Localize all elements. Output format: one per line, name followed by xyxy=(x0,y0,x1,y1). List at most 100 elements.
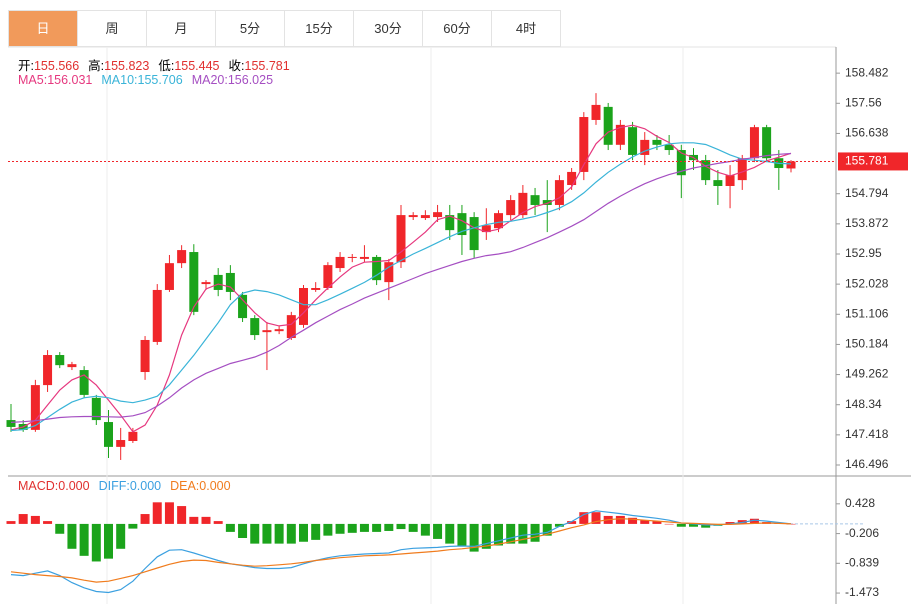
candle-body xyxy=(506,200,516,216)
ohlc-value: 155.566 xyxy=(33,59,80,73)
candle-body xyxy=(603,106,613,145)
macd-bar xyxy=(420,523,430,536)
candle-body xyxy=(481,225,491,233)
macd-bar xyxy=(494,523,503,546)
y-tick-label: -1.473 xyxy=(845,585,879,599)
legend-value: 156.025 xyxy=(227,73,274,87)
tab[interactable]: 5分 xyxy=(216,11,285,46)
macd-bar xyxy=(225,523,235,532)
tab[interactable]: 60分 xyxy=(423,11,492,46)
macd-line xyxy=(10,510,792,594)
macd-bar xyxy=(55,523,65,534)
macd-bar xyxy=(30,515,40,524)
candle-body xyxy=(91,397,101,421)
macd-bar xyxy=(640,520,650,524)
macd-bar xyxy=(664,523,674,525)
candle-body xyxy=(177,250,187,264)
ohlc-label: 收: xyxy=(228,59,245,73)
candle-body xyxy=(591,104,601,120)
macd-bar xyxy=(335,523,345,534)
macd-bar xyxy=(286,523,296,544)
tab[interactable]: 月 xyxy=(147,11,216,46)
candle-body xyxy=(67,364,77,368)
candle-body xyxy=(372,256,382,281)
candle-body xyxy=(189,252,199,312)
ma-line xyxy=(10,124,792,433)
legend-label: DEA: xyxy=(170,479,200,493)
macd-bar xyxy=(91,523,101,562)
macd-bar xyxy=(396,523,406,530)
macd-bar xyxy=(6,521,16,524)
macd-bar xyxy=(481,523,491,549)
candle-body xyxy=(396,215,406,263)
y-tick-label: 151.106 xyxy=(845,306,889,320)
candle-body xyxy=(762,127,772,159)
ohlc-label: 开: xyxy=(18,59,34,73)
macd-bar xyxy=(67,523,77,549)
macd-bar xyxy=(323,523,333,536)
tab[interactable]: 日 xyxy=(9,11,78,46)
candle-body xyxy=(152,289,162,342)
y-tick-label: 146.496 xyxy=(845,457,889,471)
candle-body xyxy=(43,355,53,386)
macd-bar xyxy=(567,521,577,524)
candle-body xyxy=(749,127,759,159)
ohlc-info: 开:155.566 高:155.823 低:155.445 收:155.781 xyxy=(18,55,299,74)
legend-value: 0.000 xyxy=(199,479,231,493)
macd-bar xyxy=(542,523,552,536)
candle-body xyxy=(542,200,552,205)
candle-body xyxy=(457,213,467,236)
macd-bar xyxy=(469,523,479,552)
tab[interactable]: 周 xyxy=(78,11,147,46)
candle-body xyxy=(335,256,345,269)
tab[interactable]: 15分 xyxy=(285,11,354,46)
macd-bar xyxy=(250,523,260,544)
legend-label: MACD: xyxy=(18,479,59,493)
macd-bar xyxy=(140,514,150,524)
legend-label: DIFF: xyxy=(98,479,130,493)
ohlc-label: 高: xyxy=(88,59,105,73)
candle-body xyxy=(359,256,369,259)
candle-body xyxy=(116,440,126,447)
macd-bar xyxy=(201,516,211,524)
candle-body xyxy=(737,158,747,181)
candle-body xyxy=(786,161,796,169)
candle-body xyxy=(311,288,321,290)
ohlc-value: 155.823 xyxy=(104,59,150,73)
macd-bar xyxy=(43,521,53,524)
candle-body xyxy=(238,294,248,319)
y-tick-label: 149.262 xyxy=(845,367,889,381)
tab[interactable]: 30分 xyxy=(354,11,423,46)
candle-body xyxy=(6,420,16,427)
macd-bar xyxy=(725,522,735,524)
tab[interactable]: 4时 xyxy=(492,11,561,46)
y-tick-label: 158.482 xyxy=(845,65,889,79)
y-tick-label: 148.34 xyxy=(845,397,882,411)
macd-bar xyxy=(347,523,357,533)
macd-bar xyxy=(238,523,248,538)
candle-body xyxy=(615,124,625,145)
candle-body xyxy=(664,144,674,151)
macd-bar xyxy=(506,523,516,544)
y-tick-label: 147.418 xyxy=(845,427,889,441)
ma-line xyxy=(10,152,792,423)
macd-bar xyxy=(299,523,308,542)
candle-body xyxy=(640,139,650,155)
candle-body xyxy=(579,117,589,172)
tab-bar: 日周月 5分 15分 30分 60分 4时 xyxy=(8,10,561,47)
macd-bar xyxy=(749,518,759,524)
macd-bar xyxy=(518,523,528,544)
macd-bar xyxy=(433,523,443,539)
macd-bar xyxy=(189,516,199,524)
candle-body xyxy=(104,422,113,447)
macd-bar xyxy=(579,512,589,524)
macd-bar xyxy=(445,523,455,544)
candle-body xyxy=(469,217,479,251)
candle-body xyxy=(420,215,430,219)
macd-bar xyxy=(177,506,187,524)
ohlc-label: 低: xyxy=(158,59,175,73)
candle-body xyxy=(628,127,638,155)
macd-bar xyxy=(79,523,89,556)
candle-body xyxy=(299,288,308,325)
